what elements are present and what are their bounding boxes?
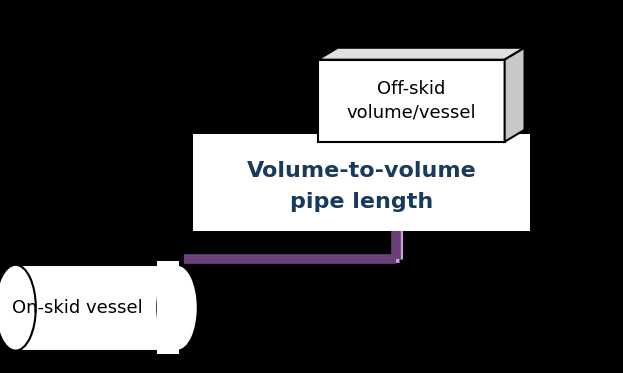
Ellipse shape (157, 265, 197, 351)
Bar (157, 261, 179, 354)
Polygon shape (318, 60, 505, 142)
Text: On-skid vessel: On-skid vessel (12, 299, 143, 317)
Bar (193, 134, 530, 231)
Polygon shape (505, 48, 525, 142)
Bar (16, 265, 178, 351)
Text: pipe length: pipe length (290, 192, 433, 212)
Polygon shape (318, 48, 525, 60)
Text: Volume-to-volume: Volume-to-volume (247, 161, 476, 181)
Text: Off-skid
volume/vessel: Off-skid volume/vessel (346, 80, 476, 122)
Ellipse shape (0, 265, 36, 351)
